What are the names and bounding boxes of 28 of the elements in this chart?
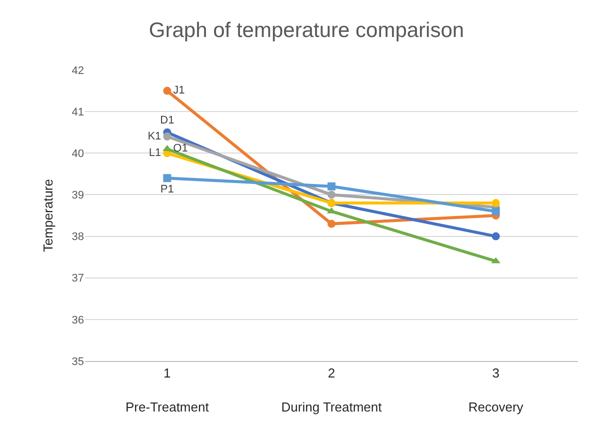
y-tick-label: 40 (72, 148, 84, 160)
y-tick-label: 37 (72, 272, 84, 285)
point (163, 132, 172, 141)
series-label: L1 (148, 146, 162, 159)
series-label: K1 (148, 130, 162, 142)
y-axis-title: Temperature (40, 179, 56, 252)
point (328, 220, 336, 228)
y-tick-label: 35 (72, 356, 84, 368)
series-label: J1 (173, 84, 185, 97)
series-label: O1 (173, 142, 188, 155)
chart-title: Graph of temperature comparison (148, 19, 464, 42)
point (328, 190, 336, 199)
point (163, 174, 172, 182)
point (163, 86, 172, 95)
series-label: D1 (160, 114, 174, 127)
y-tick-label: 36 (72, 314, 84, 326)
category-label: 3 Recovery (468, 366, 524, 414)
point (492, 207, 500, 216)
category-label: 2 During Treatment (281, 366, 382, 414)
category-label: 1 Pre-Treatment (126, 366, 209, 414)
point (492, 199, 500, 208)
y-tick-label: 42 (72, 64, 84, 77)
series-label: P1 (160, 183, 174, 196)
point (328, 182, 336, 190)
y-tick-label: 41 (72, 106, 84, 118)
point (492, 232, 500, 240)
y-tick-label: 38 (72, 231, 84, 244)
y-tick-label: 39 (72, 190, 84, 202)
